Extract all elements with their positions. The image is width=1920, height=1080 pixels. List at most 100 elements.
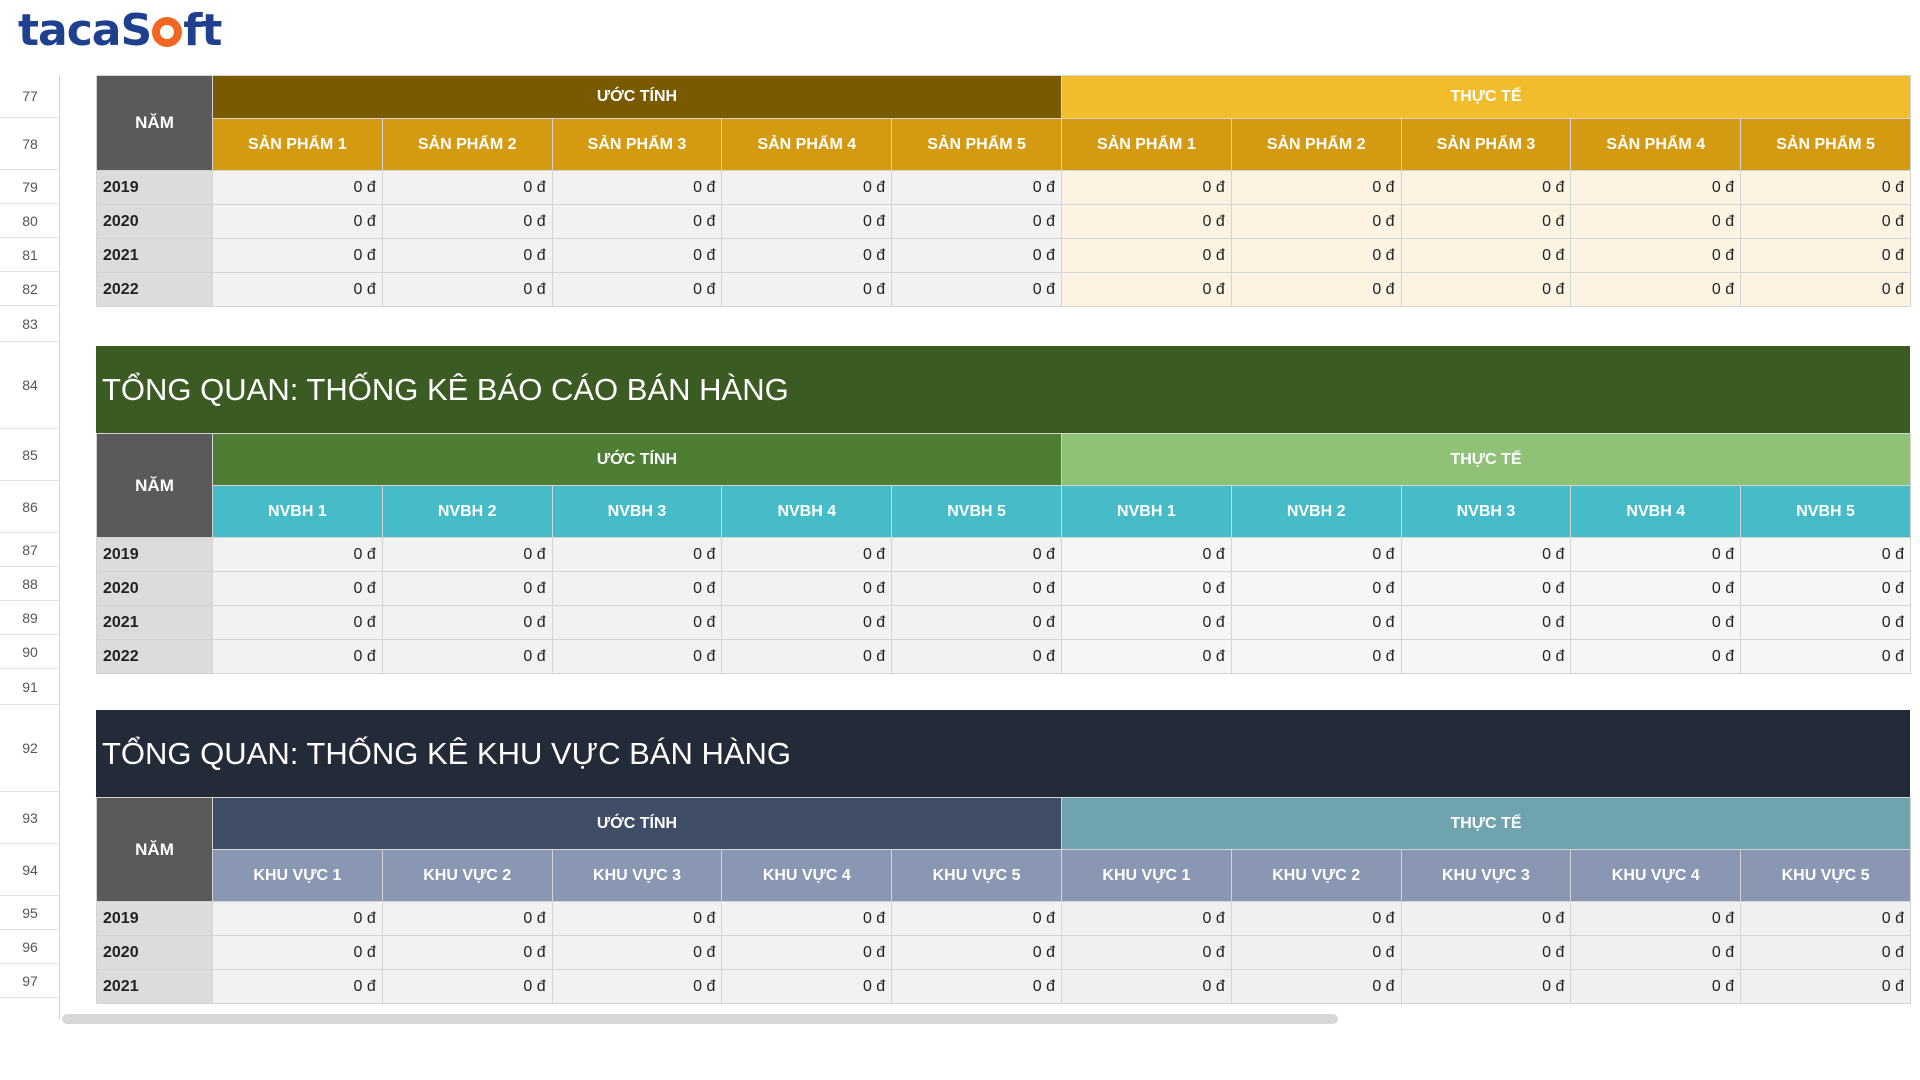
estimate-value-cell[interactable]: 0 đ xyxy=(381,272,553,307)
actual-header[interactable]: THỰC TẾ xyxy=(1060,797,1911,850)
actual-column-header[interactable]: SẢN PHẨM 5 xyxy=(1740,118,1911,171)
year-cell[interactable]: 2020 xyxy=(96,204,213,239)
actual-value-cell[interactable]: 0 đ xyxy=(1570,935,1742,970)
row-number[interactable]: 92 xyxy=(0,705,60,792)
estimate-header[interactable]: ƯỚC TÍNH xyxy=(212,75,1062,119)
actual-value-cell[interactable]: 0 đ xyxy=(1570,170,1742,205)
actual-value-cell[interactable]: 0 đ xyxy=(1230,204,1402,239)
actual-column-header[interactable]: NVBH 3 xyxy=(1400,485,1572,538)
estimate-value-cell[interactable]: 0 đ xyxy=(212,204,383,239)
estimate-column-header[interactable]: NVBH 2 xyxy=(381,485,553,538)
actual-value-cell[interactable]: 0 đ xyxy=(1740,935,1911,970)
year-header[interactable]: NĂM xyxy=(96,433,213,538)
estimate-value-cell[interactable]: 0 đ xyxy=(212,537,383,572)
actual-value-cell[interactable]: 0 đ xyxy=(1400,537,1572,572)
actual-column-header[interactable]: KHU VỰC 1 xyxy=(1060,849,1232,902)
estimate-value-cell[interactable]: 0 đ xyxy=(721,901,893,936)
estimate-column-header[interactable]: NVBH 5 xyxy=(891,485,1062,538)
actual-value-cell[interactable]: 0 đ xyxy=(1740,204,1911,239)
estimate-value-cell[interactable]: 0 đ xyxy=(212,639,383,674)
row-number[interactable]: 88 xyxy=(0,567,60,601)
actual-value-cell[interactable]: 0 đ xyxy=(1400,170,1572,205)
estimate-value-cell[interactable]: 0 đ xyxy=(721,969,893,1004)
actual-value-cell[interactable]: 0 đ xyxy=(1570,537,1742,572)
estimate-value-cell[interactable]: 0 đ xyxy=(551,204,723,239)
year-header[interactable]: NĂM xyxy=(96,797,213,902)
actual-column-header[interactable]: KHU VỰC 3 xyxy=(1400,849,1572,902)
estimate-value-cell[interactable]: 0 đ xyxy=(381,571,553,606)
estimate-value-cell[interactable]: 0 đ xyxy=(551,170,723,205)
estimate-column-header[interactable]: SẢN PHẨM 4 xyxy=(721,118,893,171)
actual-column-header[interactable]: SẢN PHẨM 1 xyxy=(1060,118,1232,171)
actual-column-header[interactable]: SẢN PHẨM 2 xyxy=(1230,118,1402,171)
actual-value-cell[interactable]: 0 đ xyxy=(1400,639,1572,674)
estimate-value-cell[interactable]: 0 đ xyxy=(551,969,723,1004)
estimate-value-cell[interactable]: 0 đ xyxy=(381,204,553,239)
row-number[interactable]: 94 xyxy=(0,844,60,896)
estimate-value-cell[interactable]: 0 đ xyxy=(891,901,1062,936)
estimate-value-cell[interactable]: 0 đ xyxy=(381,170,553,205)
actual-value-cell[interactable]: 0 đ xyxy=(1230,935,1402,970)
year-cell[interactable]: 2019 xyxy=(96,901,213,936)
year-cell[interactable]: 2021 xyxy=(96,969,213,1004)
estimate-value-cell[interactable]: 0 đ xyxy=(381,969,553,1004)
actual-value-cell[interactable]: 0 đ xyxy=(1400,605,1572,640)
estimate-column-header[interactable]: KHU VỰC 3 xyxy=(551,849,723,902)
row-number[interactable]: 91 xyxy=(0,669,60,705)
estimate-column-header[interactable]: SẢN PHẨM 3 xyxy=(551,118,723,171)
actual-value-cell[interactable]: 0 đ xyxy=(1740,238,1911,273)
year-header[interactable]: NĂM xyxy=(96,75,213,171)
actual-value-cell[interactable]: 0 đ xyxy=(1230,571,1402,606)
actual-value-cell[interactable]: 0 đ xyxy=(1060,571,1232,606)
estimate-value-cell[interactable]: 0 đ xyxy=(551,605,723,640)
actual-value-cell[interactable]: 0 đ xyxy=(1740,969,1911,1004)
estimate-value-cell[interactable]: 0 đ xyxy=(551,537,723,572)
estimate-column-header[interactable]: SẢN PHẨM 1 xyxy=(212,118,383,171)
actual-header[interactable]: THỰC TẾ xyxy=(1060,433,1911,486)
row-number[interactable]: 90 xyxy=(0,635,60,669)
row-number[interactable]: 81 xyxy=(0,238,60,272)
row-number[interactable]: 77 xyxy=(0,75,60,118)
actual-value-cell[interactable]: 0 đ xyxy=(1060,901,1232,936)
estimate-value-cell[interactable]: 0 đ xyxy=(891,605,1062,640)
estimate-column-header[interactable]: KHU VỰC 1 xyxy=(212,849,383,902)
actual-value-cell[interactable]: 0 đ xyxy=(1230,969,1402,1004)
actual-value-cell[interactable]: 0 đ xyxy=(1570,272,1742,307)
actual-value-cell[interactable]: 0 đ xyxy=(1740,605,1911,640)
estimate-value-cell[interactable]: 0 đ xyxy=(721,272,893,307)
actual-value-cell[interactable]: 0 đ xyxy=(1570,238,1742,273)
actual-value-cell[interactable]: 0 đ xyxy=(1400,272,1572,307)
actual-value-cell[interactable]: 0 đ xyxy=(1570,204,1742,239)
year-cell[interactable]: 2020 xyxy=(96,571,213,606)
actual-column-header[interactable]: KHU VỰC 2 xyxy=(1230,849,1402,902)
estimate-value-cell[interactable]: 0 đ xyxy=(721,170,893,205)
row-number[interactable]: 86 xyxy=(0,481,60,533)
actual-value-cell[interactable]: 0 đ xyxy=(1060,238,1232,273)
actual-value-cell[interactable]: 0 đ xyxy=(1400,238,1572,273)
estimate-value-cell[interactable]: 0 đ xyxy=(891,639,1062,674)
row-number[interactable]: 78 xyxy=(0,118,60,170)
estimate-value-cell[interactable]: 0 đ xyxy=(212,901,383,936)
row-number[interactable]: 93 xyxy=(0,792,60,844)
estimate-column-header[interactable]: KHU VỰC 4 xyxy=(721,849,893,902)
actual-value-cell[interactable]: 0 đ xyxy=(1230,272,1402,307)
estimate-column-header[interactable]: SẢN PHẨM 5 xyxy=(891,118,1062,171)
row-number[interactable]: 96 xyxy=(0,930,60,964)
estimate-value-cell[interactable]: 0 đ xyxy=(551,238,723,273)
estimate-value-cell[interactable]: 0 đ xyxy=(891,272,1062,307)
row-number[interactable]: 83 xyxy=(0,306,60,342)
estimate-value-cell[interactable]: 0 đ xyxy=(551,935,723,970)
row-number[interactable]: 84 xyxy=(0,342,60,429)
estimate-value-cell[interactable]: 0 đ xyxy=(381,537,553,572)
actual-value-cell[interactable]: 0 đ xyxy=(1400,571,1572,606)
row-number[interactable]: 85 xyxy=(0,429,60,481)
actual-value-cell[interactable]: 0 đ xyxy=(1060,639,1232,674)
estimate-value-cell[interactable]: 0 đ xyxy=(212,170,383,205)
estimate-value-cell[interactable]: 0 đ xyxy=(551,571,723,606)
row-number[interactable]: 89 xyxy=(0,601,60,635)
actual-value-cell[interactable]: 0 đ xyxy=(1570,639,1742,674)
actual-value-cell[interactable]: 0 đ xyxy=(1400,969,1572,1004)
actual-value-cell[interactable]: 0 đ xyxy=(1570,605,1742,640)
estimate-column-header[interactable]: KHU VỰC 5 xyxy=(891,849,1062,902)
actual-column-header[interactable]: NVBH 2 xyxy=(1230,485,1402,538)
